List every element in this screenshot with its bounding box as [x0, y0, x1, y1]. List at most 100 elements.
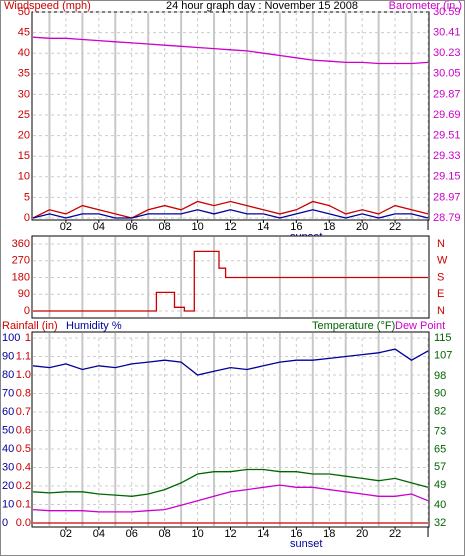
x-tick-label: 18 [323, 221, 335, 233]
y-tick-label: 80 [2, 369, 14, 381]
y2-tick-label: 29.51 [433, 130, 461, 142]
y2-tick-label: N [437, 305, 445, 317]
y2-tick-label: 82 [434, 405, 446, 417]
y2-tick-label: 30.41 [433, 27, 461, 39]
y2-tick-label: 65 [434, 443, 446, 455]
y-tick-label: 0 [24, 305, 30, 317]
temperature-title: Temperature (°F) [312, 320, 395, 332]
y2-tick-label: N [437, 238, 445, 250]
x-tick-label: 20 [356, 528, 368, 540]
y3-tick-label: 0.7 [16, 406, 31, 418]
series-line [32, 468, 429, 497]
y-tick-label: 20 [2, 480, 14, 492]
x-tick-label: I [426, 221, 429, 233]
y2-tick-label: 29.15 [433, 171, 461, 183]
y2-tick-label: 90 [434, 388, 446, 400]
x-tick-label: I [426, 528, 429, 540]
y-tick-label: 45 [18, 27, 30, 39]
y2-tick-label: 98 [434, 370, 446, 382]
y-tick-label: 180 [12, 271, 30, 283]
y-tick-label: 15 [18, 150, 30, 162]
sunset-label: sunset [290, 538, 322, 550]
y3-tick-label: 1 [25, 332, 31, 344]
x-tick-label: 06 [126, 528, 138, 540]
x-tick-label: 06 [126, 221, 138, 233]
x-tick-label: 02 [60, 528, 72, 540]
y2-tick-label: E [437, 288, 444, 300]
y-tick-label: 35 [18, 68, 30, 80]
x-tick-label: 14 [257, 528, 269, 540]
x-tick-label: 08 [159, 221, 171, 233]
series-line [32, 484, 429, 513]
x-tick-label: 16 [290, 221, 302, 233]
y-tick-label: 20 [18, 130, 30, 142]
y2-tick-label: S [437, 271, 444, 283]
y3-tick-label: 0.2 [16, 480, 31, 492]
y2-tick-label: 30.23 [433, 47, 461, 59]
series-line [33, 250, 428, 312]
chart-title: 24 hour graph day : November 15 2008 [166, 0, 358, 12]
y3-tick-label: 0.8 [16, 387, 31, 399]
y-tick-label: 360 [12, 238, 30, 250]
y3-tick-label: 0.6 [16, 424, 31, 436]
x-tick-label: 22 [389, 221, 401, 233]
y-tick-label: 0 [24, 212, 30, 224]
y-tick-label: 70 [2, 387, 14, 399]
y3-tick-label: 1.0 [16, 369, 31, 381]
y2-tick-label: 30.05 [433, 68, 461, 80]
x-tick-label: 22 [389, 528, 401, 540]
y2-tick-label: 49 [434, 479, 446, 491]
right-axis-title: Barometer (in.) [389, 0, 462, 12]
y2-tick-label: 28.97 [433, 191, 461, 203]
y2-tick-label: 29.87 [433, 88, 461, 100]
x-tick-label: 12 [224, 528, 236, 540]
x-tick-label: 08 [159, 528, 171, 540]
y-tick-label: 10 [2, 498, 14, 510]
series-line [32, 348, 429, 376]
x-tick-label: 14 [257, 221, 269, 233]
y2-tick-label: 107 [434, 350, 452, 362]
series-line [32, 200, 429, 219]
dewpoint-title: Dew Point [395, 320, 445, 332]
y-tick-label: 10 [18, 171, 30, 183]
y-tick-label: 30 [2, 461, 14, 473]
x-tick-label: 10 [191, 221, 203, 233]
series-line [32, 36, 429, 65]
y2-tick-label: 28.79 [433, 212, 461, 224]
y-tick-label: 40 [18, 47, 30, 59]
y-tick-label: 90 [2, 350, 14, 362]
series-line [32, 209, 429, 219]
y-tick-label: 50 [2, 424, 14, 436]
y-tick-label: 50 [18, 6, 30, 18]
y2-tick-label: 115 [434, 332, 452, 344]
x-tick-label: 04 [93, 221, 105, 233]
y-tick-label: 30 [18, 88, 30, 100]
x-tick-label: 10 [191, 528, 203, 540]
y2-tick-label: 29.69 [433, 109, 461, 121]
y-tick-label: 270 [12, 255, 30, 267]
y2-tick-label: W [437, 255, 448, 267]
y3-tick-label: 0.0 [16, 517, 31, 529]
y-tick-label: 0 [2, 517, 8, 529]
y2-tick-label: 29.33 [433, 150, 461, 162]
y2-tick-label: 73 [434, 426, 446, 438]
y3-tick-label: 0.5 [16, 443, 31, 455]
y3-tick-label: 0.1 [16, 498, 31, 510]
x-tick-label: 04 [93, 528, 105, 540]
humidity-title: Humidity % [66, 320, 122, 332]
x-tick-label: 12 [224, 221, 236, 233]
rainfall-title: Rainfall (in) [2, 320, 58, 332]
y2-tick-label: 30.59 [433, 6, 461, 18]
x-tick-label: 16 [290, 528, 302, 540]
y-tick-label: 5 [24, 191, 30, 203]
x-tick-label: 18 [323, 528, 335, 540]
y-tick-label: 40 [2, 443, 14, 455]
y3-tick-label: 0.4 [16, 461, 31, 473]
y2-tick-label: 40 [434, 499, 446, 511]
y-tick-label: 90 [18, 288, 30, 300]
x-tick-label: 02 [60, 221, 72, 233]
left-axis-title: Windspeed (mph) [4, 0, 91, 12]
y-tick-label: 100 [2, 332, 20, 344]
y3-tick-label: 1.1 [16, 350, 31, 362]
